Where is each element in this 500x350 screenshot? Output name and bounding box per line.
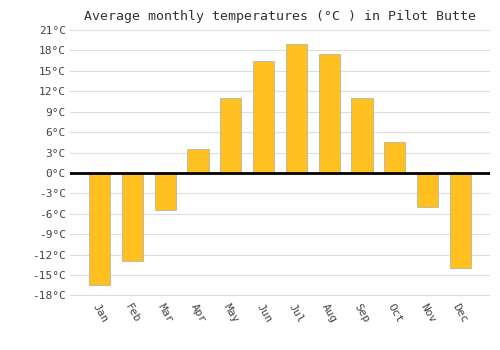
Bar: [384, 142, 406, 173]
Bar: [188, 149, 208, 173]
Bar: [450, 173, 471, 268]
Bar: [122, 173, 143, 261]
Bar: [318, 54, 340, 173]
Bar: [253, 61, 274, 173]
Bar: [352, 98, 372, 173]
Title: Average monthly temperatures (°C ) in Pilot Butte: Average monthly temperatures (°C ) in Pi…: [84, 10, 476, 23]
Bar: [286, 44, 307, 173]
Bar: [220, 98, 242, 173]
Bar: [89, 173, 110, 285]
Bar: [417, 173, 438, 207]
Bar: [154, 173, 176, 210]
